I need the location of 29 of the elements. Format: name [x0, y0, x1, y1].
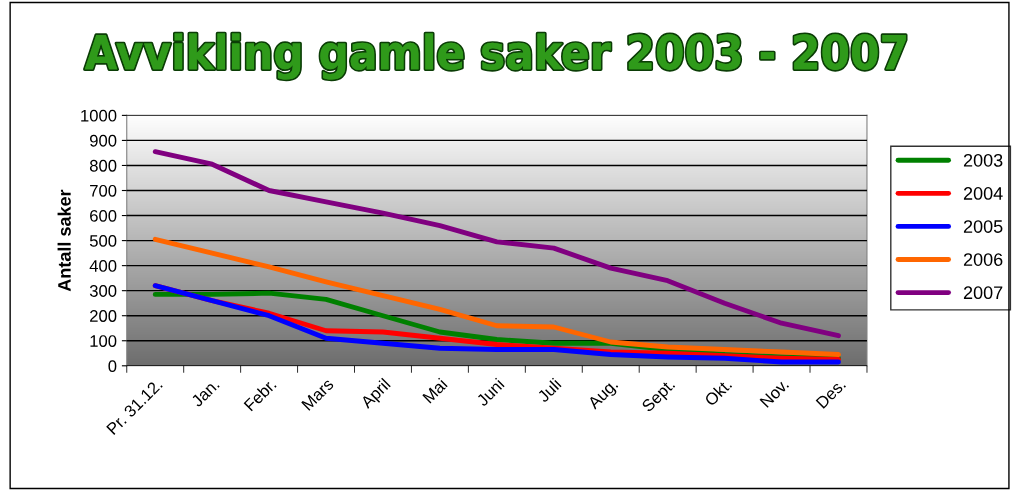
legend-label: 2007	[963, 286, 1003, 300]
y-tick-label: 0	[108, 360, 117, 372]
legend-label: 2005	[963, 220, 1003, 233]
y-tick-label: 200	[90, 310, 117, 322]
y-tick-label: 1000	[81, 109, 117, 122]
y-axis-title: Antall saker	[57, 189, 71, 292]
y-tick-label: 700	[90, 184, 117, 197]
x-tick-label: Sept.	[641, 378, 678, 415]
y-tick-label: 600	[90, 209, 117, 222]
x-tick-label: Mai	[421, 377, 448, 404]
x-tick-label: Juni	[475, 377, 505, 407]
x-tick-label: Okt.	[703, 377, 733, 407]
x-tick-label: Jan.	[190, 378, 220, 408]
y-tick-label: 500	[89, 234, 117, 247]
line-series	[152, 149, 841, 339]
y-tick-label: 400	[89, 260, 117, 272]
line-series	[152, 236, 841, 357]
y-tick-label: 300	[89, 285, 117, 297]
chart-title: Avvikling gamle saker 2003 - 2007	[84, 33, 906, 80]
legend-label: 2004	[963, 187, 1003, 200]
x-tick-label: Aug.	[586, 378, 621, 413]
x-tick-label: Des.	[815, 378, 847, 409]
y-tick-label: 100	[90, 335, 117, 347]
legend-label: 2006	[963, 253, 1003, 266]
y-tick-label: 800	[89, 159, 117, 172]
x-tick-label: Juli	[536, 377, 562, 404]
y-tick-label: 900	[90, 134, 117, 147]
x-tick-label: Nov.	[759, 378, 790, 408]
legend-label: 2003	[963, 153, 1003, 167]
